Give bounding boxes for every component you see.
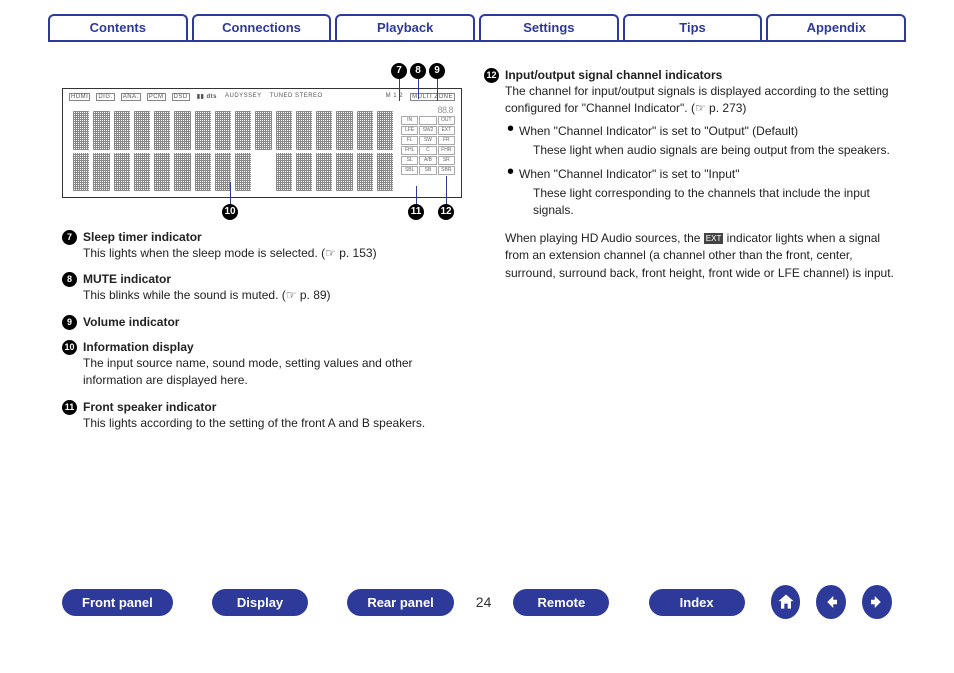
disp-label: ANA. <box>121 93 141 101</box>
home-button[interactable] <box>771 585 801 619</box>
tab-settings[interactable]: Settings <box>479 14 619 40</box>
arrow-left-icon <box>822 593 840 611</box>
disp-label: MULTI ZONE <box>410 93 455 101</box>
disp-label: HDMI <box>69 93 90 101</box>
bullet-sub: These light corresponding to the channel… <box>533 185 904 220</box>
item-title: Volume indicator <box>83 315 179 329</box>
tab-playback[interactable]: Playback <box>335 14 475 40</box>
bottom-nav: Front panel Display Rear panel 24 Remote… <box>0 585 954 619</box>
item-sleep-timer: 7 Sleep timer indicator This lights when… <box>62 230 462 262</box>
item-title: Information display <box>83 340 194 354</box>
bullet-item: When "Channel Indicator" is set to "Outp… <box>505 123 904 160</box>
disp-label: DIG. <box>96 93 114 101</box>
pill-index[interactable]: Index <box>649 589 745 616</box>
disp-label: AUDYSSEY <box>224 93 263 101</box>
left-column: 7 Sleep timer indicator This lights when… <box>62 230 462 442</box>
callout-7: 7 <box>391 63 407 79</box>
home-icon <box>776 592 796 612</box>
callout-12: 12 <box>438 204 454 220</box>
pill-front-panel[interactable]: Front panel <box>62 589 173 616</box>
disp-label: M 1 2 <box>385 93 405 101</box>
disp-label: DSD <box>172 93 190 101</box>
item-info-display: 10 Information display The input source … <box>62 340 462 390</box>
item-body: This blinks while the sound is muted. (☞… <box>83 287 462 304</box>
bullet-head: When "Channel Indicator" is set to "Outp… <box>519 124 798 138</box>
item-number: 9 <box>62 315 77 330</box>
right-column: 12 Input/output signal channel indicator… <box>484 68 904 292</box>
prev-button[interactable] <box>816 585 846 619</box>
bullet-item: When "Channel Indicator" is set to "Inpu… <box>505 166 904 220</box>
page-number: 24 <box>464 594 504 610</box>
item-note: When playing HD Audio sources, the EXT i… <box>505 230 904 282</box>
item-number: 11 <box>62 400 77 415</box>
item-title: Front speaker indicator <box>83 400 216 414</box>
item-mute: 8 MUTE indicator This blinks while the s… <box>62 272 462 304</box>
item-number: 10 <box>62 340 77 355</box>
volume-digits: 88.8 <box>401 105 455 115</box>
bullet-sub: These light when audio signals are being… <box>533 142 904 159</box>
next-button[interactable] <box>862 585 892 619</box>
tab-contents[interactable]: Contents <box>48 14 188 40</box>
tab-connections[interactable]: Connections <box>192 14 332 40</box>
disp-label: PCM <box>147 93 166 101</box>
callout-10: 10 <box>222 204 238 220</box>
bullet-list: When "Channel Indicator" is set to "Outp… <box>505 123 904 220</box>
item-title: Input/output signal channel indicators <box>505 68 722 82</box>
top-nav: Contents Connections Playback Settings T… <box>48 14 906 42</box>
item-title: MUTE indicator <box>83 272 171 286</box>
display-top-labels: HDMI DIG. ANA. PCM DSD ▮▮ dts AUDYSSEY T… <box>69 93 455 101</box>
pill-rear-panel[interactable]: Rear panel <box>347 589 453 616</box>
display-diagram: HDMI DIG. ANA. PCM DSD ▮▮ dts AUDYSSEY T… <box>62 88 462 198</box>
callout-9: 9 <box>429 63 445 79</box>
disp-label: TUNED STEREO <box>269 93 324 101</box>
item-front-speaker: 11 Front speaker indicator This lights a… <box>62 400 462 432</box>
dot-matrix <box>73 111 393 191</box>
item-body: This lights when the sleep mode is selec… <box>83 245 462 262</box>
item-number: 12 <box>484 68 499 83</box>
pill-remote[interactable]: Remote <box>513 589 609 616</box>
disp-label: ▮▮ dts <box>196 93 218 101</box>
item-title: Sleep timer indicator <box>83 230 202 244</box>
callout-8: 8 <box>410 63 426 79</box>
item-number: 7 <box>62 230 77 245</box>
item-io-indicators: 12 Input/output signal channel indicator… <box>484 68 904 282</box>
ext-badge: EXT <box>704 233 724 244</box>
item-volume: 9 Volume indicator <box>62 315 462 330</box>
arrow-right-icon <box>868 593 886 611</box>
tab-tips[interactable]: Tips <box>623 14 763 40</box>
item-body: This lights according to the setting of … <box>83 415 462 432</box>
tab-appendix[interactable]: Appendix <box>766 14 906 40</box>
bullet-head: When "Channel Indicator" is set to "Inpu… <box>519 167 740 181</box>
callout-11: 11 <box>408 204 424 220</box>
pill-display[interactable]: Display <box>212 589 308 616</box>
item-body: The input source name, sound mode, setti… <box>83 355 462 390</box>
item-lead: The channel for input/output signals is … <box>505 83 904 118</box>
item-number: 8 <box>62 272 77 287</box>
